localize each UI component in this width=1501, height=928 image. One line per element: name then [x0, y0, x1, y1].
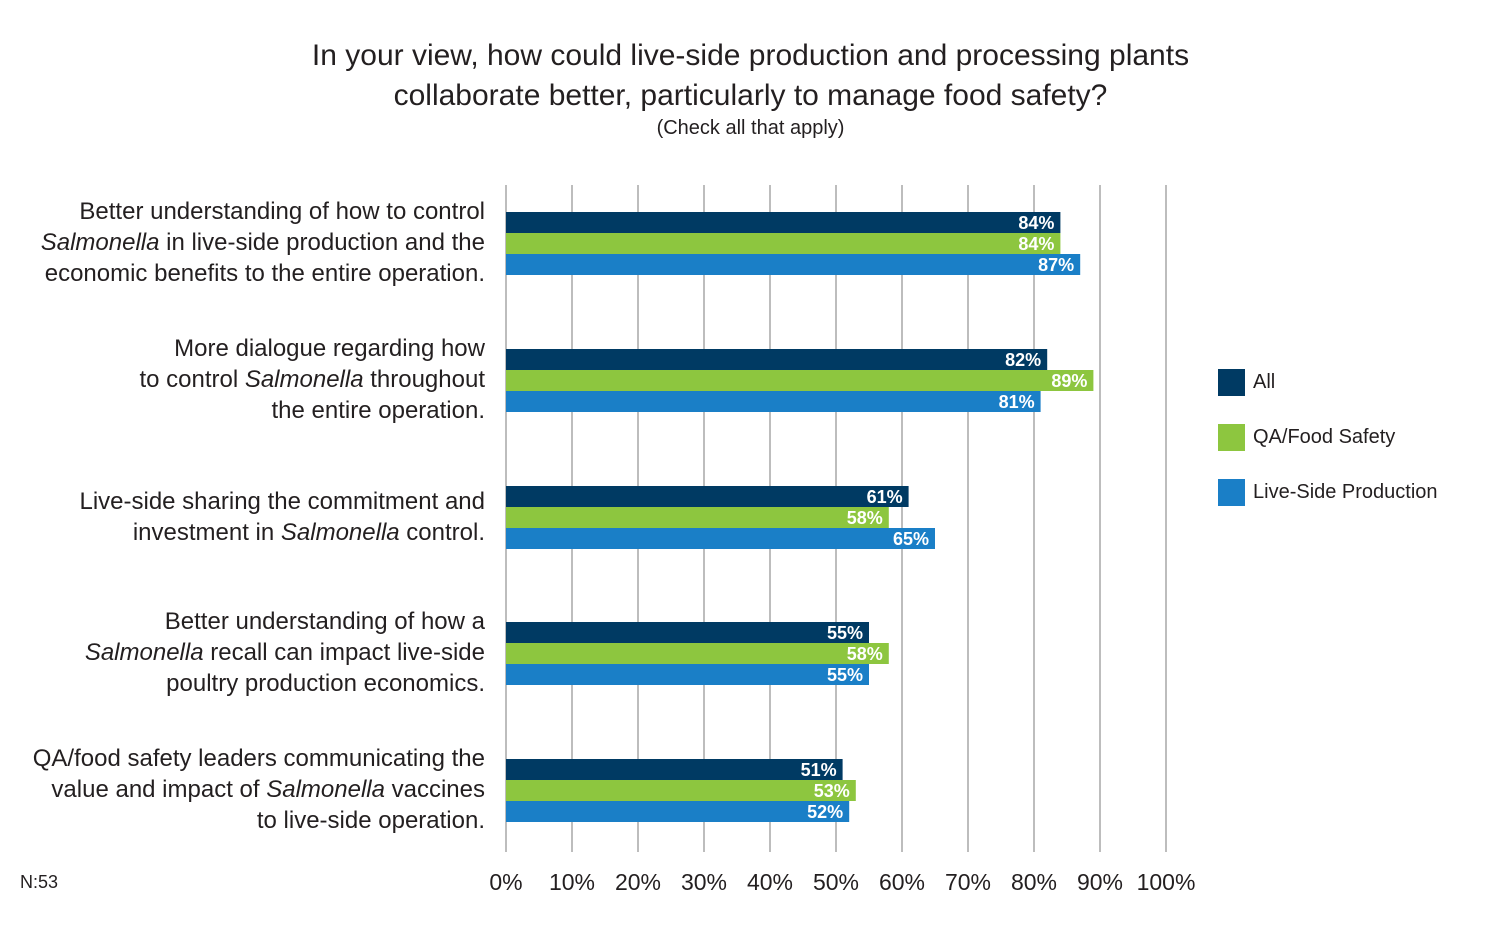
category-label-line: poultry production economics. [166, 670, 485, 697]
chart-subtitle: (Check all that apply) [656, 117, 845, 139]
category-label-line: to control Salmonella throughout [139, 366, 485, 393]
category-label-line: Salmonella recall can impact live-side [84, 639, 485, 666]
x-tick-label: 100% [1137, 869, 1196, 895]
bar-value-label: 82% [1005, 350, 1041, 370]
bar-value-label: 58% [847, 508, 883, 528]
bar-value-label: 87% [1038, 255, 1074, 275]
category-label-line: to live-side operation. [256, 807, 485, 834]
bar-value-label: 61% [867, 487, 903, 507]
category-label: Live-side sharing the commitment and inve… [79, 486, 485, 548]
x-tick-label: 90% [1077, 869, 1123, 895]
x-tick-label: 0% [489, 869, 522, 895]
bar [506, 759, 843, 780]
x-tick-label: 10% [549, 869, 595, 895]
bar [506, 391, 1041, 412]
category-label-line: the entire operation. [271, 397, 485, 424]
bar [506, 507, 889, 528]
legend-label: Live-Side Production [1253, 481, 1438, 503]
bar [506, 212, 1061, 233]
bar-value-label: 58% [847, 644, 883, 664]
x-tick-label: 20% [615, 869, 661, 895]
bar-value-label: 55% [827, 623, 863, 643]
bar [506, 622, 869, 643]
bar-value-label: 84% [1018, 213, 1054, 233]
bar-value-label: 84% [1018, 234, 1054, 254]
legend-swatch [1218, 424, 1245, 451]
chart-title-line-1: In your view, how could live-side produc… [311, 39, 1190, 72]
bar [506, 486, 909, 507]
bar-value-label: 52% [807, 802, 843, 822]
category-label-line: QA/food safety leaders communicating the [32, 745, 485, 772]
bar-value-label: 81% [999, 392, 1035, 412]
x-tick-label: 70% [945, 869, 991, 895]
bar [506, 664, 869, 685]
category-label-line: Better understanding of how a [164, 608, 485, 635]
bar [506, 254, 1081, 275]
bar [506, 370, 1094, 391]
legend-label: QA/Food Safety [1253, 426, 1396, 448]
category-label-line: investment in Salmonella control. [132, 518, 485, 546]
bar-value-label: 65% [893, 529, 929, 549]
x-tick-label: 50% [813, 869, 859, 895]
category-label-line: value and impact of Salmonella vaccines [51, 776, 485, 803]
category-label: Better understanding of how a Salmonella … [85, 606, 485, 699]
x-tick-label: 30% [681, 869, 727, 895]
bar [506, 801, 850, 822]
bar [506, 528, 935, 549]
bar-value-label: 53% [814, 781, 850, 801]
sample-size-note: N:53 [20, 872, 59, 892]
category-label-line: More dialogue regarding how [174, 335, 485, 362]
category-label-line: Salmonella in live-side production and t… [40, 229, 485, 256]
bar [506, 780, 856, 801]
category-label: More dialogue regarding how to control Sa… [139, 333, 485, 426]
bar-value-label: 55% [827, 665, 863, 685]
category-label-line: economic benefits to the entire operatio… [44, 260, 485, 287]
category-label-line: Better understanding of how to control [79, 198, 485, 225]
legend-swatch [1218, 369, 1245, 396]
x-tick-label: 40% [747, 869, 793, 895]
bar [506, 233, 1061, 254]
bar-value-label: 89% [1051, 371, 1087, 391]
category-label-line: Live-side sharing the commitment and [79, 487, 485, 515]
x-tick-label: 60% [879, 869, 925, 895]
bar [506, 643, 889, 664]
category-label: Better understanding of how to control Sa… [41, 196, 485, 289]
legend-label: All [1253, 371, 1276, 393]
category-label: QA/food safety leaders communicating the… [33, 743, 485, 836]
chart-title-line-2: collaborate better, particularly to mana… [393, 79, 1108, 112]
legend-swatch [1218, 479, 1245, 506]
x-tick-label: 80% [1011, 869, 1057, 895]
bar [506, 349, 1048, 370]
bar-value-label: 51% [801, 760, 837, 780]
